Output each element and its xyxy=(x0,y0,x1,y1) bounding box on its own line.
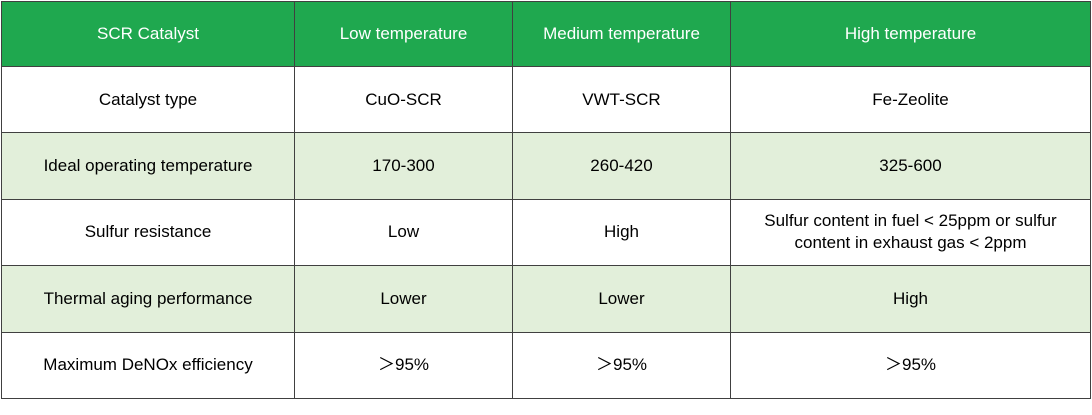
cell-high-temperature: High xyxy=(730,265,1091,333)
row-label: Maximum DeNOx efficiency xyxy=(1,331,295,400)
scr-catalyst-comparison-table: SCR Catalyst Low temperature Medium temp… xyxy=(1,1,1091,400)
cell-low-temperature: Lower xyxy=(294,265,513,333)
cell-medium-temperature: Lower xyxy=(512,265,731,333)
table-row-maximum-denox-efficiency: Maximum DeNOx efficiency ＞95% ＞95% ＞95% xyxy=(1,331,1091,400)
row-label: Catalyst type xyxy=(1,65,295,134)
header-low-temperature: Low temperature xyxy=(294,1,513,67)
cell-medium-temperature: High xyxy=(512,198,731,267)
cell-low-temperature: Low xyxy=(294,198,513,267)
header-row: SCR Catalyst Low temperature Medium temp… xyxy=(1,1,1091,67)
cell-low-temperature: CuO-SCR xyxy=(294,65,513,134)
cell-high-temperature: Fe-Zeolite xyxy=(730,65,1091,134)
cell-low-temperature: 170-300 xyxy=(294,132,513,200)
cell-low-temperature: ＞95% xyxy=(294,331,513,400)
cell-medium-temperature: VWT-SCR xyxy=(512,65,731,134)
row-label: Ideal operating temperature xyxy=(1,132,295,200)
header-scr-catalyst: SCR Catalyst xyxy=(1,1,295,67)
table-row-catalyst-type: Catalyst type CuO-SCR VWT-SCR Fe-Zeolite xyxy=(1,65,1091,134)
row-label: Thermal aging performance xyxy=(1,265,295,333)
cell-medium-temperature: ＞95% xyxy=(512,331,731,400)
cell-high-temperature: ＞95% xyxy=(730,331,1091,400)
table-body: Catalyst type CuO-SCR VWT-SCR Fe-Zeolite… xyxy=(1,65,1091,400)
table-header: SCR Catalyst Low temperature Medium temp… xyxy=(1,1,1091,67)
header-high-temperature: High temperature xyxy=(730,1,1091,67)
table-row-sulfur-resistance: Sulfur resistance Low High Sulfur conten… xyxy=(1,198,1091,267)
header-medium-temperature: Medium temperature xyxy=(512,1,731,67)
table-row-thermal-aging-performance: Thermal aging performance Lower Lower Hi… xyxy=(1,265,1091,333)
row-label: Sulfur resistance xyxy=(1,198,295,267)
cell-medium-temperature: 260-420 xyxy=(512,132,731,200)
cell-high-temperature: 325-600 xyxy=(730,132,1091,200)
table-row-ideal-operating-temperature: Ideal operating temperature 170-300 260-… xyxy=(1,132,1091,200)
cell-high-temperature: Sulfur content in fuel < 25ppm or sulfur… xyxy=(730,198,1091,267)
